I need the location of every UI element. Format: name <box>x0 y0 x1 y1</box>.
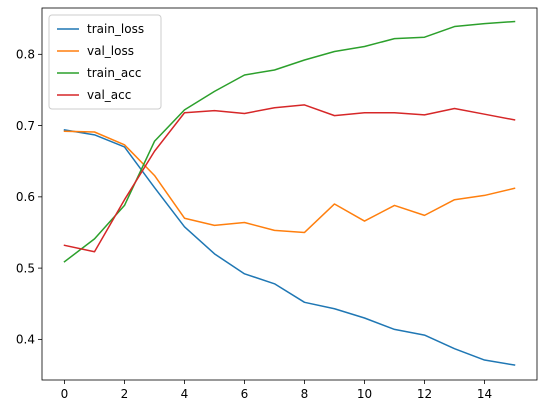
series-line-train-acc <box>63 20 516 263</box>
y-tick-label: 0.4 <box>16 333 35 347</box>
y-tick-label: 0.7 <box>16 119 35 133</box>
y-tick-label: 0.5 <box>16 261 35 275</box>
x-tick-label: 12 <box>417 387 432 401</box>
x-tick-label: 8 <box>301 387 309 401</box>
x-tick-label: 4 <box>181 387 189 401</box>
legend-label-train-loss: train_loss <box>87 22 144 36</box>
series-line-val-loss <box>63 130 516 234</box>
plot-frame <box>41 7 538 381</box>
y-axis: 0.4 0.5 0.6 0.7 0.8 <box>16 48 42 347</box>
x-tick-label: 10 <box>357 387 372 401</box>
x-axis: 0 2 4 6 8 10 12 14 <box>61 380 492 401</box>
legend: train_loss val_loss train_acc val_acc <box>48 14 162 110</box>
x-tick-label: 14 <box>477 387 492 401</box>
y-tick-label: 0.8 <box>16 48 35 62</box>
legend-label-val-acc: val_acc <box>87 88 131 102</box>
legend-label-train-acc: train_acc <box>87 66 141 80</box>
y-tick-label: 0.6 <box>16 190 35 204</box>
legend-label-val-loss: val_loss <box>87 44 134 58</box>
series-line-val-acc <box>63 104 516 253</box>
x-tick-label: 6 <box>241 387 249 401</box>
legend-box <box>48 14 162 110</box>
x-tick-label: 0 <box>61 387 69 401</box>
series-line-train-loss <box>63 128 516 366</box>
x-tick-label: 2 <box>121 387 129 401</box>
series-layer <box>63 20 516 366</box>
